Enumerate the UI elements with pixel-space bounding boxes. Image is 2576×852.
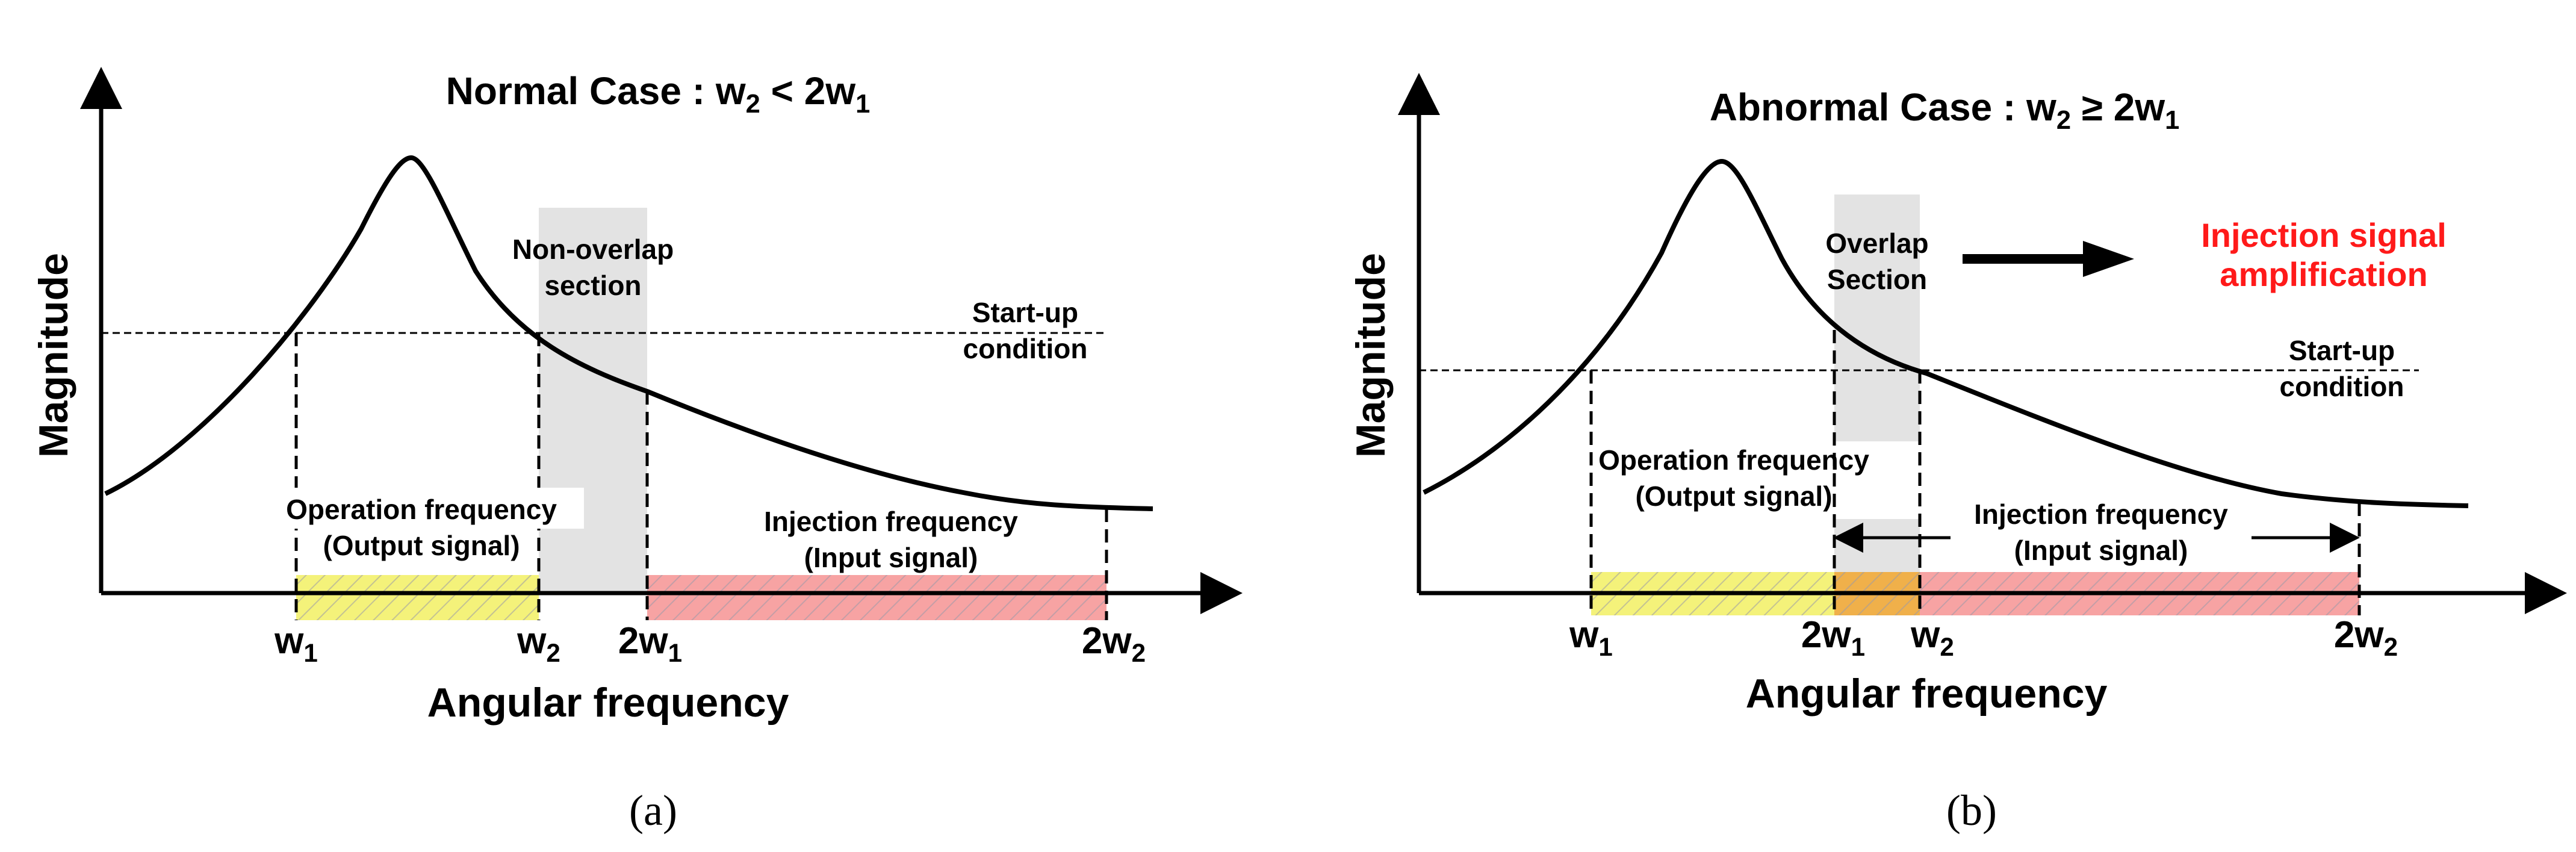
amplification-arrow-head xyxy=(2083,241,2134,277)
tick-label-2w1-b: 2w1 xyxy=(1801,614,1865,661)
amplification-label-line2: amplification xyxy=(2220,255,2427,293)
overlap-section-shade-top xyxy=(1834,194,1920,441)
operation-label-line1-b: Operation frequency xyxy=(1598,444,1869,476)
resonance-curve-b xyxy=(1423,158,2469,508)
operation-label-line2-b: (Output signal) xyxy=(1635,480,1832,512)
panel-b-title: Abnormal Case : w2 ≥ 2w1 xyxy=(1710,86,2180,135)
tick-label-2w1: 2w1 xyxy=(618,620,682,667)
operation-label-bg xyxy=(259,488,584,529)
tick-label-2w2: 2w2 xyxy=(1082,620,1146,667)
tick-label-w2: w2 xyxy=(517,620,560,667)
overlap-label-line2: Section xyxy=(1827,264,1927,295)
y-axis-label-b: Magnitude xyxy=(1348,253,1394,458)
panel-a: Normal Case : w2 < 2w1 Magnitude Angular… xyxy=(31,67,1243,835)
x-axis-label-b: Angular frequency xyxy=(1746,671,2108,717)
amplification-label-line1: Injection signal xyxy=(2201,216,2447,254)
injection-band-hatch xyxy=(647,575,1106,620)
startup-label-line2: condition xyxy=(963,333,1088,364)
injection-label-line1: Injection frequency xyxy=(764,506,1018,537)
section-label-line2: section xyxy=(544,270,641,301)
x-axis-label: Angular frequency xyxy=(427,680,789,726)
operation-label-line2: (Output signal) xyxy=(323,530,520,561)
caption-a: (a) xyxy=(629,786,677,835)
tick-label-w1: w1 xyxy=(274,620,318,667)
section-label-line1: Non-overlap xyxy=(512,234,674,265)
operation-label-line1: Operation frequency xyxy=(286,494,557,525)
y-axis-label: Magnitude xyxy=(31,253,76,458)
resonance-curve xyxy=(104,155,1153,511)
tick-label-w2-b: w2 xyxy=(1910,614,1954,661)
startup-label-line1-b: Start-up xyxy=(2289,335,2395,366)
panel-b: Abnormal Case : w2 ≥ 2w1 Magnitude Angul… xyxy=(1348,73,2567,835)
non-overlap-section-shade xyxy=(539,208,647,593)
tick-label-w1-b: w1 xyxy=(1569,614,1613,661)
injection-label-line1-b: Injection frequency xyxy=(1974,499,2228,530)
operation-band-hatch xyxy=(296,575,539,620)
injection-label-line2-b: (Input signal) xyxy=(2014,535,2188,566)
caption-b: (b) xyxy=(1946,786,1997,835)
panel-a-title: Normal Case : w2 < 2w1 xyxy=(446,69,871,119)
startup-label-line2-b: condition xyxy=(2280,371,2404,402)
injection-label-line2: (Input signal) xyxy=(804,542,978,573)
startup-label-line1: Start-up xyxy=(972,297,1078,328)
tick-label-2w2-b: 2w2 xyxy=(2334,614,2398,661)
overlap-label-line1: Overlap xyxy=(1825,228,1928,259)
